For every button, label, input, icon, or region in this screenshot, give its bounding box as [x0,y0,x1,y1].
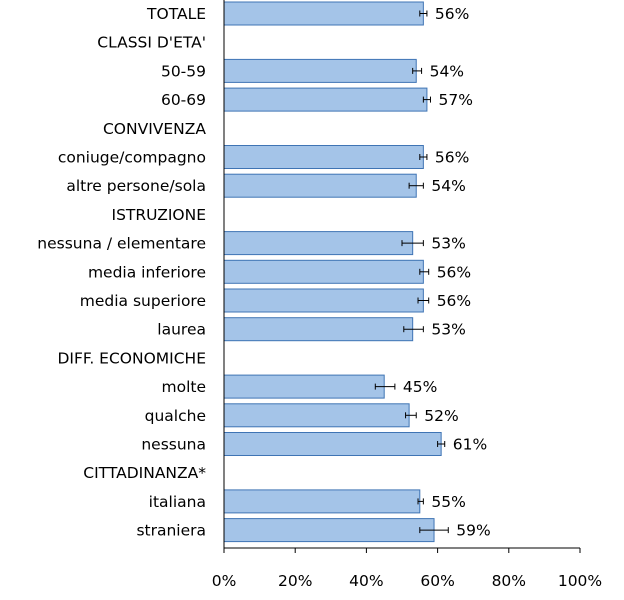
chart-rows: TOTALE 56% CLASSI D'ETA' 50-59 54% 60-69 57% CO… [37,1,491,543]
bar [223,231,414,256]
value-label: 53% [431,321,465,339]
value-label: 57% [438,91,472,109]
bar [223,518,435,543]
category-label: laurea [157,321,206,339]
bar-row: 60-69 57% [161,87,473,112]
category-label: media inferiore [88,263,206,281]
bar-row: nessuna / elementare 53% [37,231,466,256]
value-label: 56% [435,149,469,167]
category-label: media superiore [80,292,206,310]
value-label: 56% [437,263,471,281]
bar [223,1,424,26]
value-label: 56% [437,292,471,310]
x-tick-label: 40% [349,572,383,590]
bar-row: media superiore 56% [80,288,471,313]
bar [223,87,428,112]
bar-row: media inferiore 56% [88,259,471,284]
group-header-label: ISTRUZIONE [112,206,207,224]
value-label: 61% [453,436,487,454]
bar [223,145,424,169]
bar-row: molte 45% [161,374,437,399]
bar-row: qualche 52% [145,403,459,428]
x-tick-label: 20% [278,572,312,590]
value-label: 52% [424,407,458,425]
group-header-row: ISTRUZIONE [112,206,207,224]
group-header-row: CONVIVENZA [103,120,206,138]
value-label: 55% [431,493,465,511]
category-label: qualche [145,407,206,425]
group-header-label: CLASSI D'ETA' [97,34,206,52]
value-label: 56% [435,5,469,23]
bar-row: 50-59 54% [161,58,464,83]
value-label: 54% [431,177,465,195]
bar-row: italiana 55% [149,489,466,514]
x-tick-label: 100% [558,572,602,590]
value-label: 53% [431,235,465,253]
bar [223,403,410,428]
bar-row: altre persone/sola 54% [66,173,466,198]
x-axis: 0% 20% 40% 60% 80% 100% [212,0,602,590]
x-tick-label: 0% [212,572,237,590]
value-label: 54% [430,62,464,80]
category-label: italiana [149,493,206,511]
category-label: straniera [136,522,206,540]
category-label: altre persone/sola [66,177,206,195]
bar-row: TOTALE 56% [146,1,469,26]
bar [223,259,424,284]
group-header-label: CITTADINANZA* [83,464,206,482]
bar [223,173,417,198]
group-header-row: DIFF. ECONOMICHE [57,349,206,367]
category-label: coniuge/compagno [58,149,206,167]
bar [223,317,414,342]
category-label: 60-69 [161,91,206,109]
bar-row: nessuna 61% [141,432,487,456]
bar [223,432,442,456]
bar [223,288,424,313]
bar [223,374,385,399]
category-label: 50-59 [161,62,206,80]
bar [223,58,417,83]
value-label: 45% [403,378,437,396]
bar-row: coniuge/compagno 56% [58,145,469,169]
group-header-label: CONVIVENZA [103,120,206,138]
value-label: 59% [456,522,490,540]
x-tick-label: 60% [420,572,454,590]
category-label: nessuna [141,436,206,454]
bar-row: straniera 59% [136,518,491,543]
category-label: TOTALE [146,5,206,23]
group-header-row: CITTADINANZA* [83,464,206,482]
bar-row: laurea 53% [157,317,466,342]
bar [223,489,421,514]
x-tick-label: 80% [492,572,526,590]
group-header-row: CLASSI D'ETA' [97,34,206,52]
group-header-label: DIFF. ECONOMICHE [57,349,206,367]
category-label: nessuna / elementare [37,235,206,253]
category-label: molte [161,378,206,396]
